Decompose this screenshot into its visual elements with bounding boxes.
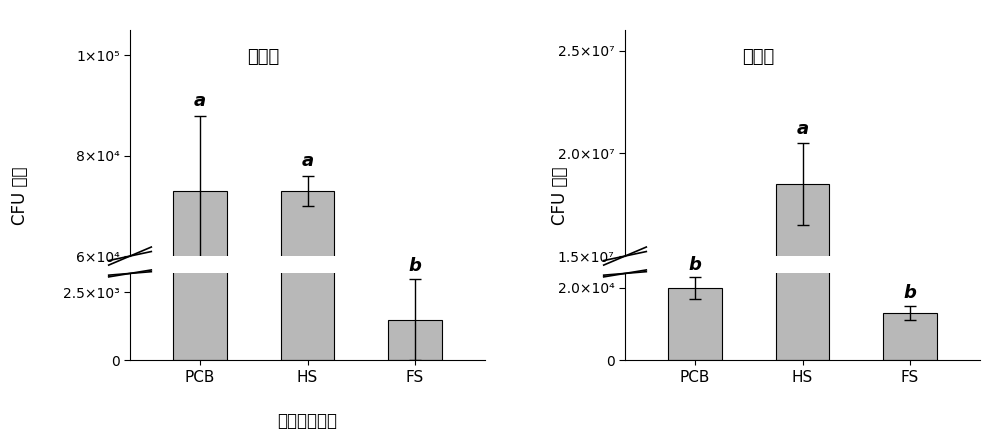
Bar (173, 0, 227, 360)
Bar (281, 0, 334, 360)
Bar (281, 191, 334, 434)
Bar (776, 0, 829, 360)
Text: CFU 计数: CFU 计数 (551, 166, 569, 224)
Text: b: b (904, 285, 917, 302)
Text: b: b (688, 256, 701, 273)
Text: a: a (301, 152, 314, 170)
Text: 不同筛选方法: 不同筛选方法 (278, 412, 338, 430)
Text: 草坪土: 草坪土 (742, 49, 774, 66)
Text: a: a (194, 92, 206, 110)
Text: a: a (796, 120, 809, 138)
Bar (173, 191, 227, 434)
Text: CFU 计数: CFU 计数 (11, 166, 29, 224)
Text: b: b (409, 257, 422, 275)
Bar (883, 313, 937, 360)
Bar (776, 184, 829, 434)
Bar (668, 288, 722, 360)
Text: 尾矿土: 尾矿土 (247, 49, 279, 66)
Bar (388, 319, 442, 360)
